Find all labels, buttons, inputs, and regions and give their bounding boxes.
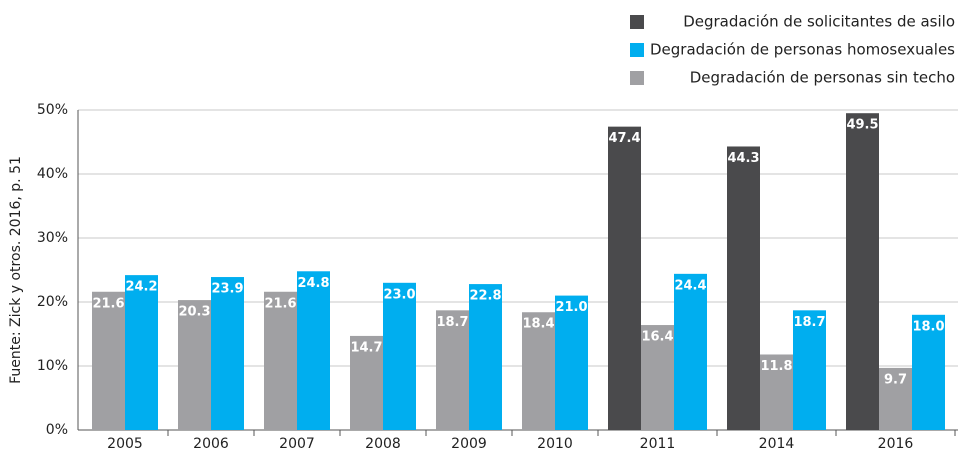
x-tick-label: 2011	[640, 436, 676, 452]
x-tick-label: 2007	[279, 436, 315, 452]
y-tick-label: 20%	[37, 294, 68, 310]
bar	[92, 291, 125, 430]
data-label: 21.6	[264, 296, 296, 311]
bar	[383, 282, 416, 430]
bar	[793, 310, 826, 430]
data-label: 18.0	[912, 319, 944, 334]
legend-swatch	[630, 43, 644, 57]
data-label: 20.3	[178, 305, 210, 320]
x-tick-label: 2009	[451, 436, 487, 452]
data-label: 9.7	[884, 372, 907, 387]
bar	[178, 300, 211, 430]
bar	[469, 284, 502, 430]
bar	[608, 126, 641, 430]
bar	[555, 295, 588, 430]
legend-swatch	[630, 15, 644, 29]
x-tick-label: 2014	[759, 436, 795, 452]
x-tick-label: 2006	[193, 436, 229, 452]
legend-label: Degradación de solicitantes de asilo	[683, 13, 955, 31]
bar	[297, 271, 330, 430]
data-label: 44.3	[727, 151, 759, 166]
data-label: 21.0	[555, 300, 587, 315]
y-tick-label: 50%	[37, 102, 68, 118]
x-tick-label: 2016	[878, 436, 914, 452]
data-label: 23.9	[211, 282, 243, 297]
bar	[211, 277, 244, 430]
y-tick-label: 30%	[37, 230, 68, 246]
data-label: 49.5	[846, 118, 878, 133]
data-label: 16.4	[641, 330, 673, 345]
y-tick-label: 10%	[37, 358, 68, 374]
y-tick-label: 0%	[46, 422, 68, 438]
data-label: 47.4	[608, 131, 640, 146]
source-note: Fuente: Zick y otros. 2016, p. 51	[8, 156, 24, 384]
data-label: 24.4	[674, 278, 706, 293]
bar	[846, 113, 879, 430]
x-tick-label: 2010	[537, 436, 573, 452]
data-label: 24.2	[125, 280, 157, 295]
data-label: 22.8	[469, 289, 501, 304]
data-label: 21.6	[92, 296, 124, 311]
bar	[350, 335, 383, 430]
data-label: 24.8	[297, 276, 329, 291]
data-label: 23.0	[383, 287, 415, 302]
bar	[125, 275, 158, 430]
bar	[912, 314, 945, 430]
legend-label: Degradación de personas sin techo	[690, 69, 955, 87]
bar	[727, 146, 760, 431]
data-label: 18.7	[436, 315, 468, 330]
bar	[674, 273, 707, 430]
data-label: 18.4	[522, 317, 554, 332]
legend-swatch	[630, 71, 644, 85]
bar	[522, 312, 555, 430]
x-tick-label: 2008	[365, 436, 401, 452]
bar	[760, 354, 793, 430]
bar	[879, 367, 912, 430]
y-tick-label: 40%	[37, 166, 68, 182]
bar	[264, 291, 297, 430]
legend-label: Degradación de personas homosexuales	[650, 41, 955, 59]
bar	[641, 325, 674, 430]
data-label: 18.7	[793, 315, 825, 330]
data-label: 11.8	[760, 359, 792, 374]
data-label: 14.7	[350, 340, 382, 355]
bar	[436, 310, 469, 430]
x-tick-label: 2005	[107, 436, 143, 452]
